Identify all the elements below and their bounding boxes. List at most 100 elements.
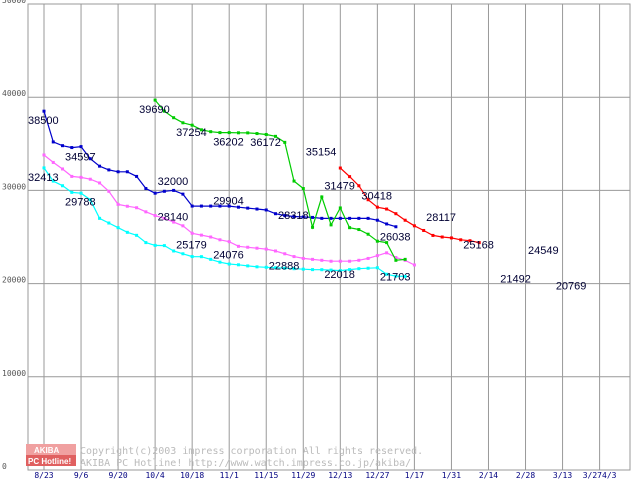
series-point: [403, 218, 407, 222]
logo-top-text: AKIBA: [34, 446, 60, 455]
data-label: 36202: [213, 137, 244, 149]
series-point: [348, 259, 352, 263]
series-0: [42, 109, 398, 229]
series-point: [209, 257, 213, 261]
series-point: [98, 164, 102, 168]
series-point: [61, 167, 65, 171]
series-point: [366, 266, 370, 270]
series-point: [162, 109, 166, 113]
series-point: [283, 266, 287, 270]
series-point: [98, 181, 102, 185]
series-point: [283, 140, 287, 144]
series-line: [339, 167, 480, 244]
logo-bottom-text: PC Hotline!: [28, 457, 71, 466]
copyright-line-1: Copyright(c)2003 impress corporation All…: [80, 446, 423, 457]
series-point: [274, 266, 277, 270]
series-point: [199, 204, 203, 208]
series-point: [199, 233, 203, 237]
data-label: 28140: [158, 212, 189, 224]
series-point: [375, 254, 379, 258]
data-label: 36172: [250, 137, 281, 149]
data-label: 39690: [139, 104, 170, 116]
series-point: [449, 236, 453, 240]
x-tick-label: 3/274/3: [583, 471, 617, 480]
series-point: [190, 204, 194, 208]
data-label: 31479: [324, 181, 355, 193]
series-point: [329, 216, 333, 220]
series-point: [403, 274, 407, 278]
series-point: [190, 123, 194, 127]
series-point: [292, 267, 296, 271]
series-point: [116, 202, 120, 206]
series-point: [61, 144, 65, 148]
y-tick-label: 10000: [2, 369, 26, 378]
series-point: [172, 116, 176, 120]
series-point: [366, 216, 370, 220]
series-point: [135, 174, 139, 178]
series-point: [348, 216, 352, 220]
series-point: [366, 256, 370, 260]
series-point: [218, 260, 222, 264]
series-point: [385, 272, 389, 276]
series-point: [70, 174, 74, 178]
data-label: 38500: [28, 115, 59, 127]
data-label: 30418: [361, 191, 392, 203]
data-label: 29904: [213, 195, 244, 207]
series-point: [292, 179, 296, 183]
series-point: [292, 255, 296, 259]
series-point: [385, 241, 389, 245]
series-point: [320, 216, 324, 220]
series-point: [135, 233, 139, 237]
series-1: [42, 153, 416, 267]
series-point: [329, 268, 333, 272]
series-point: [227, 131, 231, 135]
series-point: [311, 225, 315, 229]
y-tick-label: 0: [2, 462, 7, 471]
series-point: [181, 224, 185, 228]
data-label: 28117: [426, 212, 456, 224]
series-point: [227, 262, 231, 266]
series-point: [227, 240, 231, 244]
series-point: [375, 218, 379, 222]
x-tick-label: 2/14: [479, 471, 498, 480]
series-point: [394, 212, 398, 216]
series-point: [264, 247, 268, 251]
series-point: [255, 246, 259, 250]
series-point: [338, 259, 342, 263]
series-4: [338, 166, 481, 245]
data-label: 21703: [380, 272, 411, 284]
series-point: [301, 187, 305, 191]
plot-frame: [27, 3, 631, 471]
data-label: 32413: [28, 172, 59, 184]
x-tick-label: 1/31: [442, 471, 461, 480]
x-axis-ticks: 8/23 9/6 9/20 10/4 10/18 11/1 11/15 11/29 12/13 1…: [34, 471, 616, 480]
series-point: [227, 204, 231, 208]
series-point: [42, 153, 46, 157]
series-point: [348, 226, 352, 230]
series-point: [209, 130, 213, 134]
series-point: [385, 222, 389, 226]
series-point: [264, 265, 268, 269]
series-point: [357, 267, 361, 271]
x-tick-label: 3/13: [553, 471, 572, 480]
series-point: [199, 128, 203, 132]
series-point: [236, 263, 240, 267]
series-point: [246, 206, 250, 210]
series-point: [274, 212, 277, 216]
x-tick-label: 10/4: [145, 471, 164, 480]
series-point: [190, 231, 194, 235]
series-point: [209, 235, 213, 239]
series-point: [320, 268, 324, 272]
series-point: [468, 239, 472, 243]
series-point: [79, 145, 83, 149]
series-point: [385, 251, 389, 255]
series-point: [98, 216, 102, 220]
data-label: 37254: [176, 127, 207, 139]
series-point: [107, 221, 111, 225]
series-line: [154, 99, 406, 261]
series-point: [181, 121, 185, 125]
series-point: [162, 244, 166, 248]
series-point: [459, 238, 463, 242]
series-point: [338, 216, 342, 220]
series-point: [477, 241, 481, 245]
